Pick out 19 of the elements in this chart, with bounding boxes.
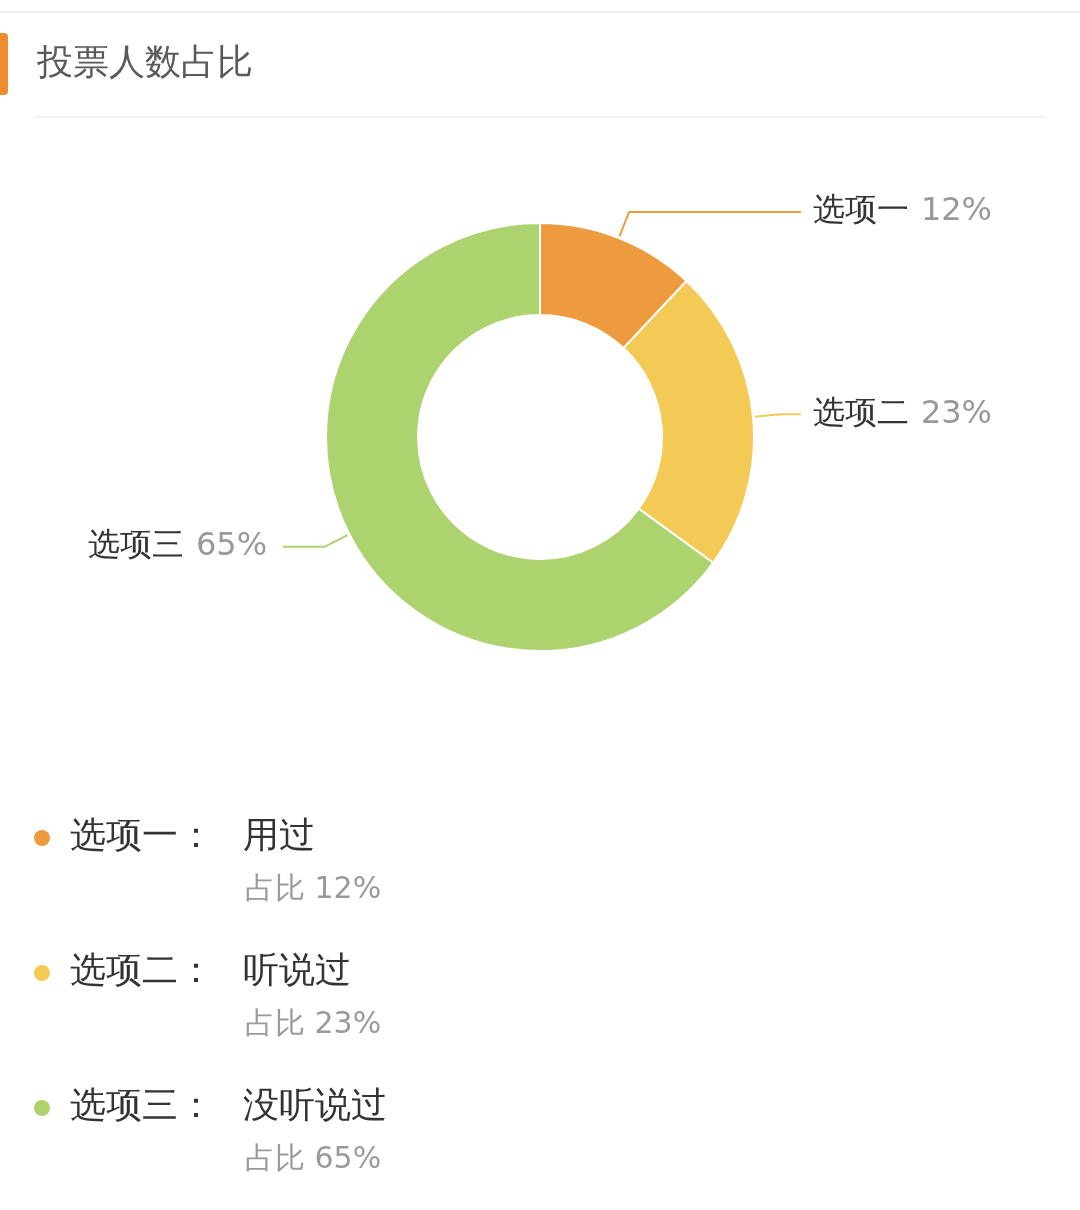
text: 没听说过: [243, 1084, 387, 1126]
slice-label: 选项三: [88, 525, 184, 564]
legend-label: 选项一: [70, 814, 178, 856]
data-label: 12%: [920, 190, 992, 229]
data-label: 65%: [196, 525, 268, 564]
text: 占比 65%: [245, 1139, 382, 1175]
slice-label: 选项二: [812, 392, 909, 431]
text: 用过: [243, 814, 315, 856]
legend-label: 选项二: [70, 949, 178, 991]
data-label: 23%: [920, 392, 992, 431]
legend-label: 选项三: [70, 1084, 178, 1126]
chart-title: 投票人数占比: [36, 41, 253, 83]
text: 听说过: [243, 949, 351, 991]
text: 占比 23%: [245, 1004, 382, 1040]
text: 占比 12%: [245, 869, 382, 905]
text: ：: [178, 1084, 214, 1126]
slice-label: 选项一: [812, 190, 909, 229]
text: ：: [178, 949, 214, 991]
text: ：: [178, 814, 214, 856]
